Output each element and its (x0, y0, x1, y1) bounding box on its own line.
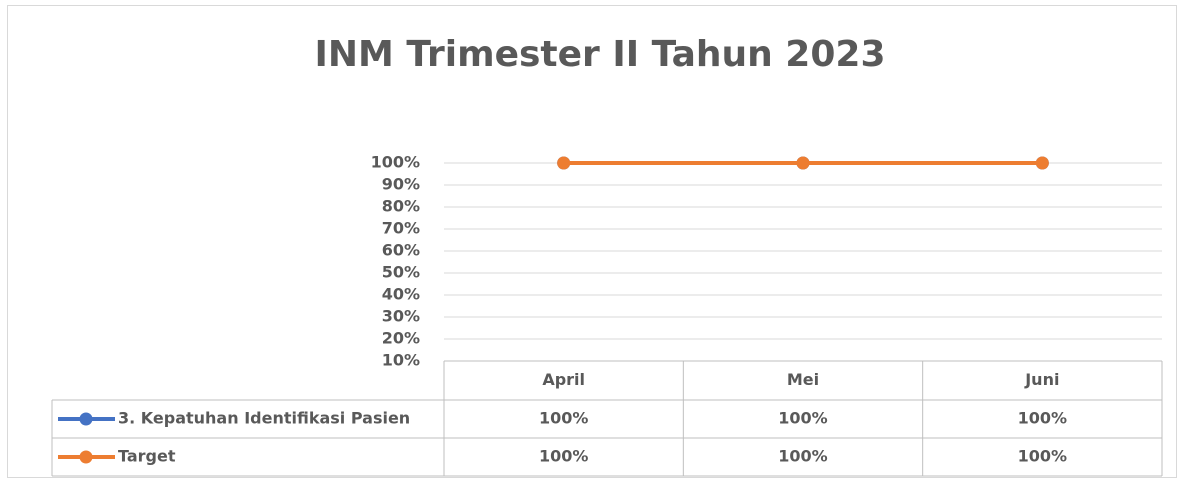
legend-marker (79, 412, 93, 426)
y-tick-label: 10% (382, 351, 420, 370)
point (796, 156, 810, 170)
legend-label: Target (118, 447, 176, 466)
table-value: 100% (1018, 409, 1067, 428)
chart-title: INM Trimester II Tahun 2023 (315, 34, 886, 75)
y-tick-label: 80% (382, 197, 420, 216)
y-tick-label: 100% (371, 153, 420, 172)
legend-label: 3. Kepatuhan Identifikasi Pasien (118, 409, 410, 428)
x-tick-label: Juni (1024, 370, 1059, 389)
x-tick-label: Mei (787, 370, 819, 389)
y-tick-label: 40% (382, 285, 420, 304)
y-tick-label: 60% (382, 241, 420, 260)
table-value: 100% (539, 409, 588, 428)
point (1035, 156, 1049, 170)
x-tick-label: April (542, 370, 585, 389)
table-value: 100% (778, 409, 827, 428)
legend-marker (79, 450, 93, 464)
table-value: 100% (1018, 447, 1067, 466)
y-tick-label: 20% (382, 329, 420, 348)
y-tick-label: 30% (382, 307, 420, 326)
table-value: 100% (539, 447, 588, 466)
table-value: 100% (778, 447, 827, 466)
y-tick-label: 90% (382, 175, 420, 194)
chart-border (7, 5, 1177, 478)
y-tick-label: 70% (382, 219, 420, 238)
point (557, 156, 571, 170)
y-tick-label: 50% (382, 263, 420, 282)
